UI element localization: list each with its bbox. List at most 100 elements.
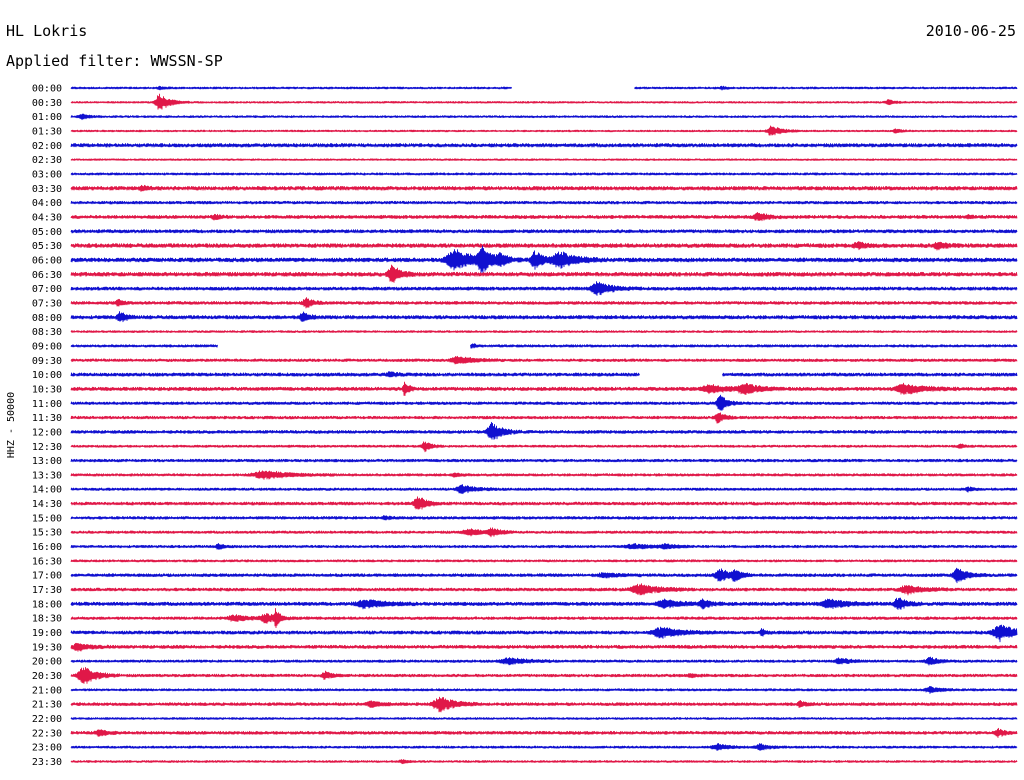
time-label-2030: 20:30 [32,671,62,682]
trace-0430 [70,212,1018,222]
time-label-0430: 04:30 [32,212,62,223]
time-label-0330: 03:30 [32,184,62,195]
trace-0930 [70,355,1018,365]
time-label-2330: 23:30 [32,757,62,768]
time-label-0230: 02:30 [32,155,62,166]
trace-1730 [70,583,1018,596]
time-label-1700: 17:00 [32,571,62,582]
trace-0100 [70,113,1018,121]
time-label-1230: 12:30 [32,442,62,453]
time-label-1300: 13:00 [32,456,62,467]
time-label-2200: 22:00 [32,714,62,725]
trace-0200 [70,143,1018,148]
trace-2230 [70,727,1018,738]
trace-1300 [70,458,1018,463]
trace-1700 [70,567,1018,584]
time-label-1730: 17:30 [32,585,62,596]
trace-1930 [70,642,1018,652]
time-label-1130: 11:30 [32,413,62,424]
record-date: 2010-06-25 [925,22,1016,40]
time-label-1330: 13:30 [32,470,62,481]
trace-0000 [70,85,1018,91]
trace-2100 [70,685,1018,694]
trace-1430 [70,496,1018,510]
time-label-0600: 06:00 [32,255,62,266]
station-name: HL Lokris [6,22,88,40]
trace-0330 [70,184,1018,192]
trace-1330 [70,470,1018,480]
time-label-1200: 12:00 [32,427,62,438]
trace-1200 [70,421,1018,440]
time-label-1030: 10:30 [32,384,62,395]
trace-0300 [70,172,1018,176]
time-label-0100: 01:00 [32,112,62,123]
time-label-2230: 22:30 [32,728,62,739]
trace-0500 [70,229,1018,234]
trace-0030 [70,93,1018,110]
trace-1800 [70,597,1018,610]
trace-1100 [70,394,1018,411]
time-tick-labels: 00:00 00:30 01:00 01:30 02:00 02:30 03:00 03:30… [32,84,62,769]
trace-0830 [70,330,1018,334]
trace-1530 [70,527,1018,538]
trace-1600 [70,542,1018,550]
time-label-2000: 20:00 [32,657,62,668]
time-label-1600: 16:00 [32,542,62,553]
trace-0230 [70,158,1018,161]
trace-2300 [70,743,1018,751]
time-label-1500: 15:00 [32,513,62,524]
trace-0800 [70,311,1018,323]
trace-1400 [70,484,1018,495]
trace-1630 [70,559,1018,563]
trace-0630 [70,264,1018,283]
time-label-0400: 04:00 [32,198,62,209]
time-label-0700: 07:00 [32,284,62,295]
time-label-0800: 08:00 [32,313,62,324]
time-label-2100: 21:00 [32,685,62,696]
time-label-0300: 03:00 [32,169,62,180]
time-label-1430: 14:30 [32,499,62,510]
time-label-0730: 07:30 [32,298,62,309]
time-label-0030: 00:30 [32,98,62,109]
time-label-1930: 19:30 [32,642,62,653]
time-label-0630: 06:30 [32,270,62,281]
time-label-1530: 15:30 [32,528,62,539]
trace-1830 [70,608,1018,629]
time-label-2300: 23:00 [32,743,62,754]
channel-label: HHZ - 50000 [6,392,17,458]
trace-0700 [70,281,1018,296]
time-label-0130: 01:30 [32,126,62,137]
time-label-1100: 11:00 [32,399,62,410]
time-label-1830: 18:30 [32,614,62,625]
time-label-0930: 09:30 [32,356,62,367]
time-label-1000: 10:00 [32,370,62,381]
trace-2200 [70,717,1018,720]
trace-0900 [70,343,1018,349]
time-label-1630: 16:30 [32,556,62,567]
time-label-0530: 05:30 [32,241,62,252]
trace-0130 [70,125,1018,136]
trace-0600 [70,245,1018,274]
time-label-0830: 08:30 [32,327,62,338]
trace-1130 [70,412,1018,424]
trace-group [70,85,1018,765]
trace-0400 [70,200,1018,205]
trace-1230 [70,441,1018,453]
trace-1030 [70,381,1018,396]
time-label-1800: 18:00 [32,599,62,610]
time-label-1900: 19:00 [32,628,62,639]
time-label-0900: 09:00 [32,341,62,352]
trace-2130 [70,696,1018,713]
time-label-0000: 00:00 [32,84,62,95]
time-label-1400: 14:00 [32,485,62,496]
trace-2030 [70,666,1018,684]
trace-0730 [70,297,1018,309]
trace-2000 [70,656,1018,666]
trace-1900 [70,624,1018,643]
trace-2330 [70,759,1018,765]
trace-1000 [70,371,1018,378]
time-label-0500: 05:00 [32,227,62,238]
time-label-2130: 21:30 [32,700,62,711]
applied-filter-label: Applied filter: WWSSN-SP [6,52,223,70]
